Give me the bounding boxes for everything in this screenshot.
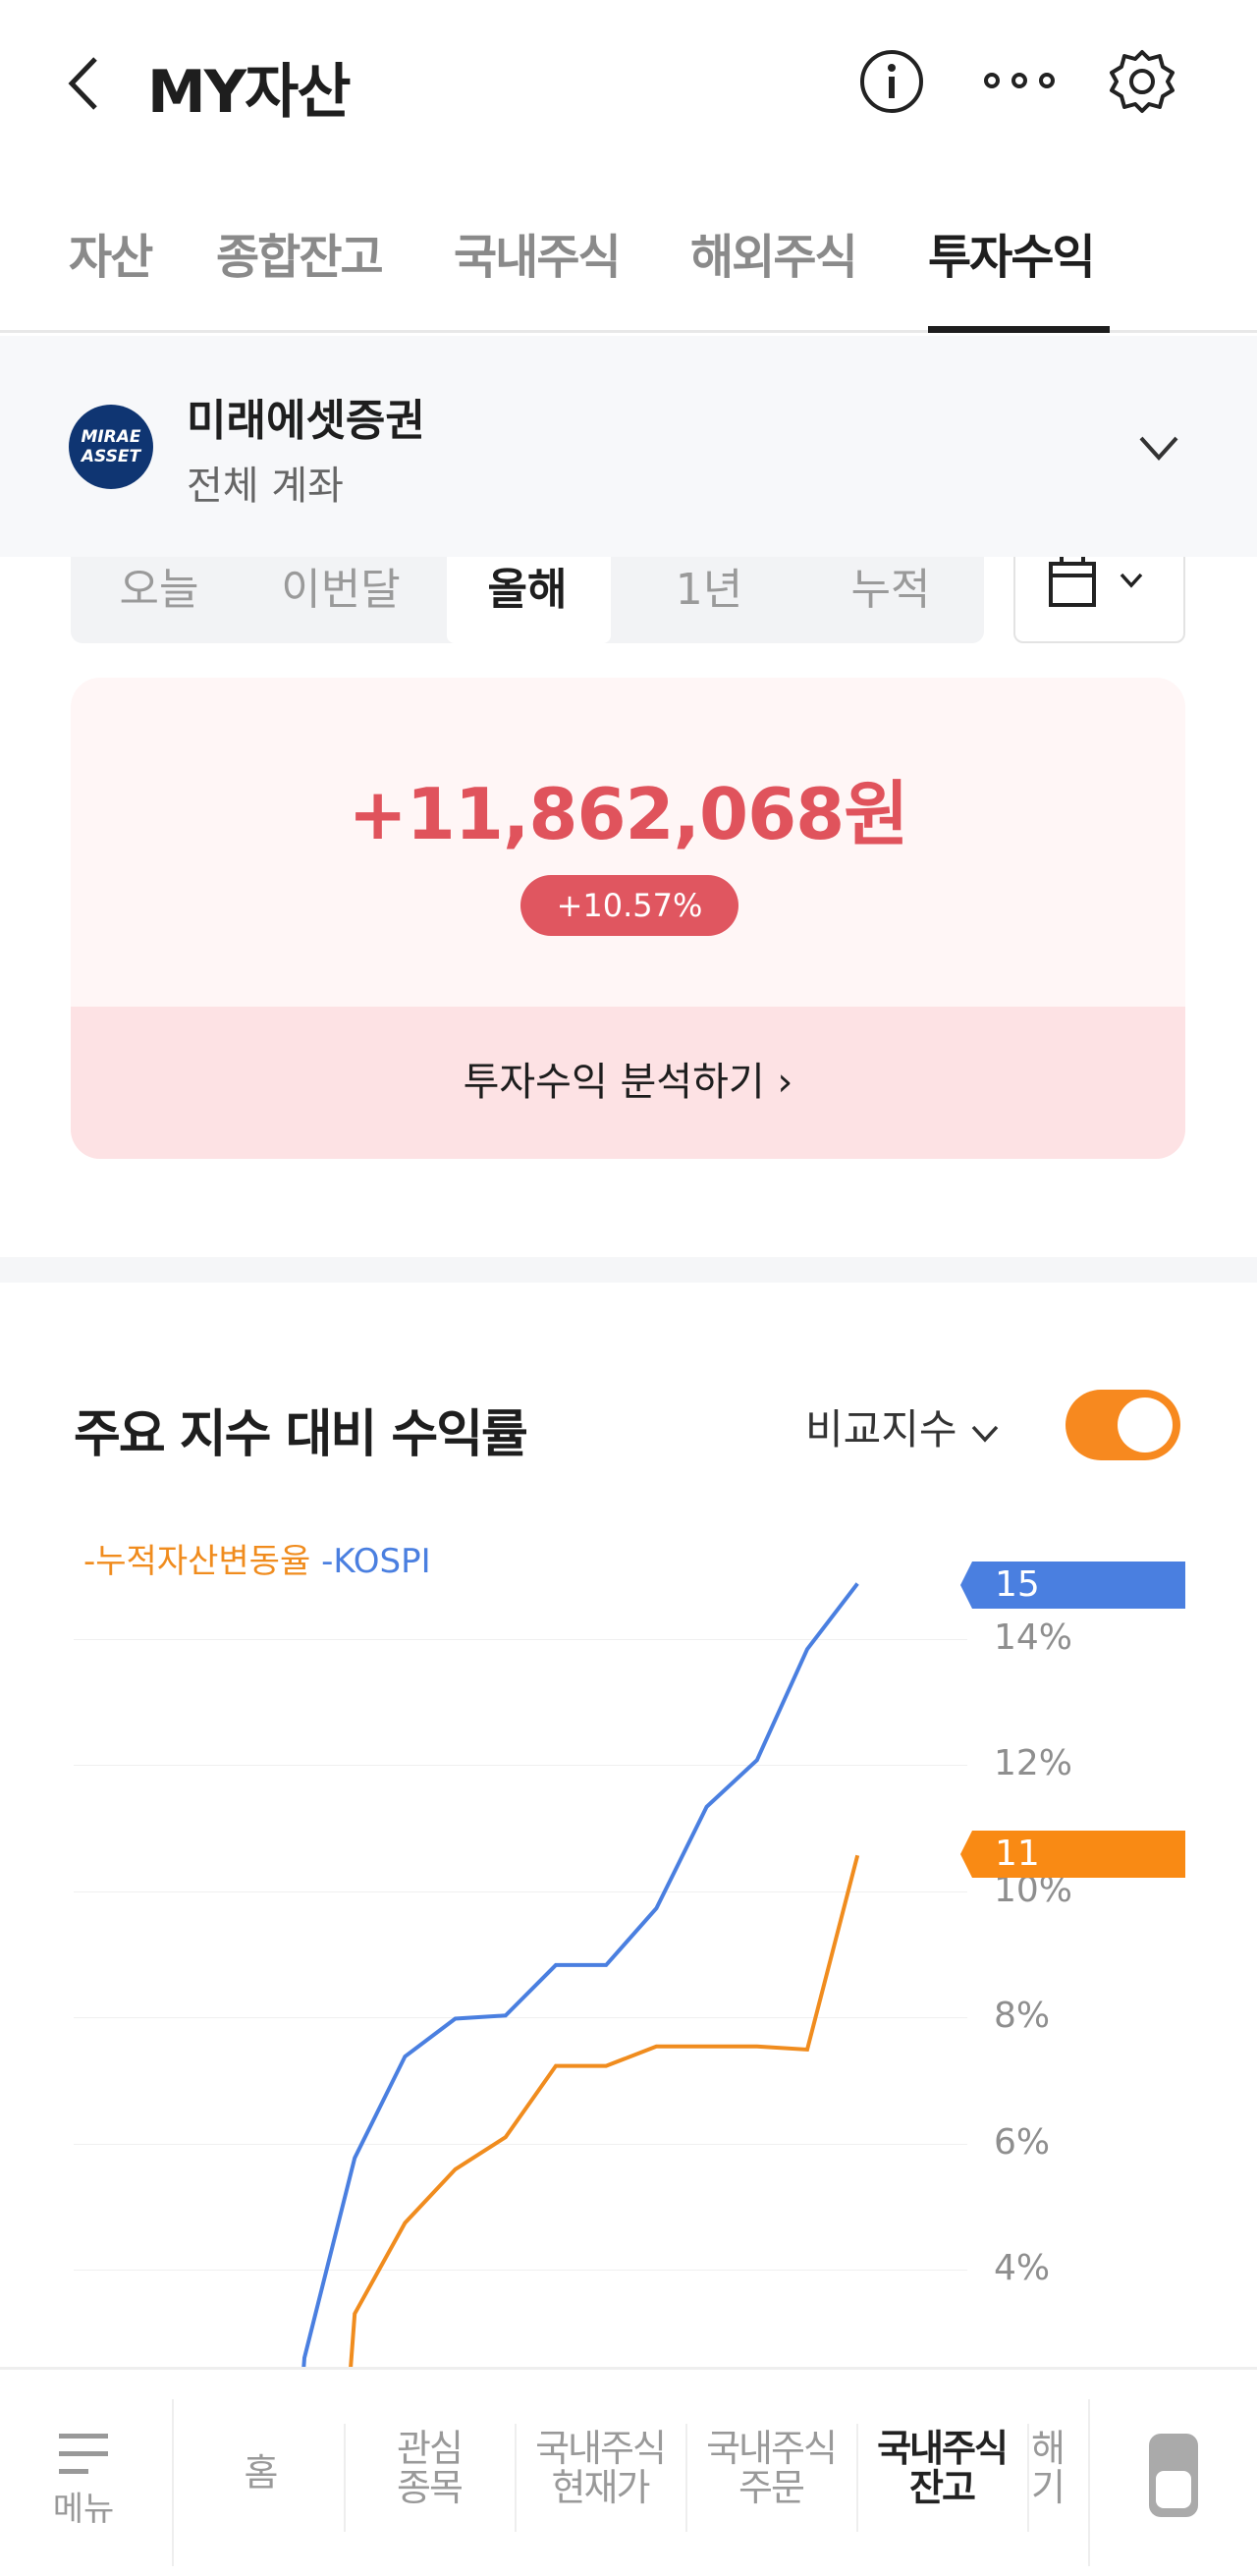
back-icon[interactable]: [64, 54, 103, 113]
page-title: MY자산: [147, 58, 352, 127]
account-sub: 전체 계좌: [187, 464, 344, 509]
account-name: 미래에셋증권: [187, 396, 425, 446]
return-summary-card: +11,862,068원 +10.57% 투자수익 분석하기 ›: [71, 678, 1185, 1159]
chart-legend: -누적자산변동율 -KOSPI: [83, 1534, 431, 1582]
chevron-down-icon: [971, 1425, 999, 1443]
gridline: [74, 1639, 967, 1640]
legend-kospi: -KOSPI: [321, 1542, 431, 1581]
period-total[interactable]: 누적: [850, 565, 931, 615]
gridline: [74, 1891, 967, 1892]
calendar-icon: [1049, 556, 1096, 607]
return-amount: +11,862,068원: [348, 773, 908, 855]
tab-balance[interactable]: 종합잔고: [216, 230, 384, 285]
menu-button[interactable]: 메뉴: [39, 2429, 128, 2530]
compare-toggle[interactable]: [1066, 1390, 1180, 1460]
nav-domestic-order[interactable]: 국내주식 주문: [706, 2427, 838, 2509]
tab-overseas[interactable]: 해외주식: [690, 230, 858, 285]
tab-asset[interactable]: 자산: [69, 230, 153, 285]
chevron-down-icon[interactable]: [1137, 434, 1180, 464]
nav-domestic-balance[interactable]: 국내주식 잔고: [877, 2427, 1009, 2509]
nav-home[interactable]: 홈: [244, 2451, 279, 2494]
account-selector[interactable]: MIRAE ASSET 미래에셋증권 전체 계좌: [0, 336, 1257, 557]
scroll-handle[interactable]: [1149, 2434, 1198, 2517]
period-year[interactable]: 올해: [487, 565, 568, 615]
gridline: [74, 2143, 967, 2145]
more-icon[interactable]: [980, 69, 1059, 92]
mirae-logo: MIRAE ASSET: [69, 405, 153, 489]
series-line-0: [341, 1854, 860, 2472]
info-icon[interactable]: [857, 47, 926, 116]
chevron-down-icon: [1120, 573, 1143, 588]
tab-divider: [0, 330, 1257, 333]
kospi-end-tag: 15: [960, 1562, 1185, 1609]
return-rate-badge: +10.57%: [520, 875, 738, 936]
y-tick-label: 8%: [994, 1996, 1051, 2037]
compare-index-dropdown[interactable]: 비교지수: [805, 1397, 1000, 1456]
tab-indicator: [928, 326, 1110, 333]
series-line-1: [291, 1582, 859, 2516]
y-tick-label: 6%: [994, 2121, 1051, 2163]
y-tick-label: 14%: [994, 1617, 1073, 1658]
gridline: [74, 2270, 967, 2271]
bottom-nav: 메뉴 홈 관심 종목 국내주식 현재가 국내주식 주문 국내주식 잔고 해 기: [0, 2367, 1257, 2576]
gridline: [74, 1765, 967, 1767]
period-month[interactable]: 이번달: [281, 565, 401, 615]
menu-icon: [59, 2434, 108, 2474]
tab-domestic[interactable]: 국내주식: [454, 230, 622, 285]
compare-index-label: 비교지수: [805, 1405, 957, 1453]
section-divider: [0, 1257, 1257, 1283]
period-1y[interactable]: 1년: [675, 565, 743, 615]
analyze-return-link[interactable]: 투자수익 분석하기 ›: [71, 1007, 1185, 1159]
nav-domestic-price[interactable]: 국내주식 현재가: [535, 2427, 667, 2509]
period-today[interactable]: 오늘: [119, 565, 199, 615]
legend-asset: -누적자산변동율: [83, 1542, 311, 1581]
nav-overseas[interactable]: 해 기: [1031, 2429, 1066, 2507]
asset-end-tag: 11: [960, 1831, 1185, 1878]
gear-icon[interactable]: [1108, 47, 1176, 116]
chart-title: 주요 지수 대비 수익률: [74, 1405, 528, 1464]
gridline: [74, 2017, 967, 2019]
y-tick-label: 12%: [994, 1743, 1073, 1784]
nav-watchlist[interactable]: 관심 종목: [397, 2427, 464, 2509]
y-tick-label: 4%: [994, 2248, 1051, 2288]
tab-return[interactable]: 투자수익: [928, 230, 1096, 285]
